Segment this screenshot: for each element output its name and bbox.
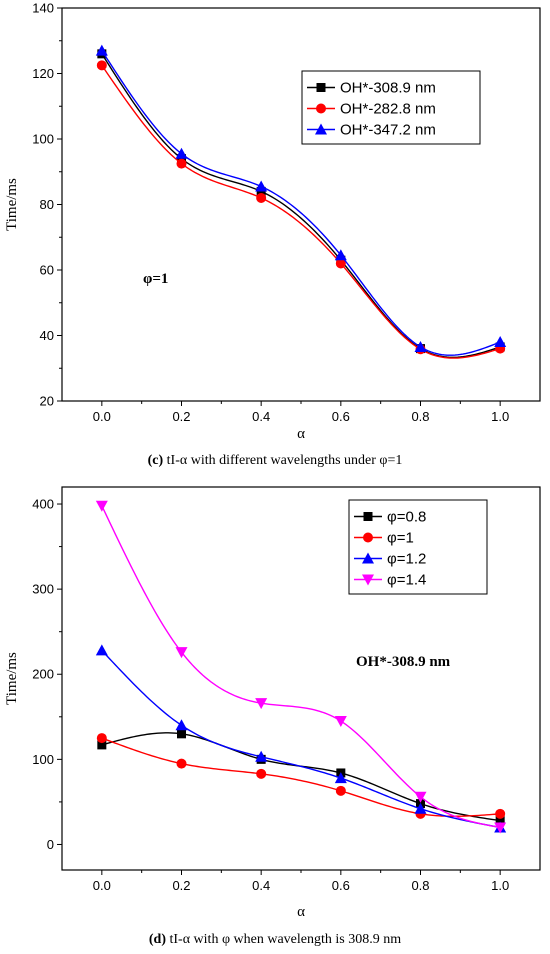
legend-marker xyxy=(363,512,373,521)
data-point xyxy=(97,740,107,750)
x-tick-label: 0.6 xyxy=(332,878,350,893)
data-point xyxy=(95,44,108,56)
chart-panel-d: 0.0 0.2 0.4 0.6 0.8 1.0 0 100 200 300 400 α Time/ms O… xyxy=(4,486,541,920)
data-point xyxy=(175,147,188,159)
data-point xyxy=(175,719,188,731)
data-point xyxy=(495,816,505,826)
series-line xyxy=(101,50,501,356)
x-tick-label: 0.0 xyxy=(93,878,111,893)
legend-marker xyxy=(362,552,374,564)
legend-marker xyxy=(316,83,326,92)
legend: OH*-308.9 nm OH*-282.8 nm OH*-347.2 nm xyxy=(301,70,481,145)
x-tick-label: 0.2 xyxy=(172,409,190,424)
data-point xyxy=(256,192,267,203)
data-point xyxy=(177,729,186,739)
data-point xyxy=(96,733,107,744)
x-tick-label: 0.6 xyxy=(332,409,350,424)
series-2 xyxy=(96,733,506,819)
series-2 xyxy=(96,60,506,359)
x-tick-label: 1.0 xyxy=(491,409,509,424)
data-point xyxy=(414,802,427,814)
data-point xyxy=(494,822,507,834)
caption-d: (d) tI-α with φ when wavelength is 308.9… xyxy=(0,932,550,948)
data-point xyxy=(334,716,347,728)
legend-label: φ=1.2 xyxy=(387,551,426,568)
data-point xyxy=(334,772,347,784)
y-tick-label: 400 xyxy=(32,497,54,512)
data-point xyxy=(95,500,108,512)
series-3 xyxy=(95,644,507,833)
caption-c: (c) tI-α with different wavelengths unde… xyxy=(0,453,550,469)
legend-label: φ=0.8 xyxy=(387,509,426,526)
legend-label: OH*-282.8 nm xyxy=(340,101,436,118)
caption-c-text: tI-α with different wavelengths under φ=… xyxy=(166,453,403,468)
data-point xyxy=(175,647,188,659)
chart-panel-c: 0.0 0.2 0.4 0.6 0.8 1.0 20 40 60 80 100 120 140 α Time… xyxy=(4,1,541,442)
legend-box xyxy=(301,70,481,145)
x-tick-label: 0.0 xyxy=(93,409,111,424)
y-tick-label: 80 xyxy=(40,197,54,212)
data-point xyxy=(495,808,506,819)
legend-marker xyxy=(316,103,326,114)
data-point xyxy=(176,758,187,769)
y-tick-label: 300 xyxy=(32,582,54,597)
data-point xyxy=(414,340,427,352)
data-point xyxy=(176,158,187,169)
plot-frame xyxy=(61,7,541,402)
series-line xyxy=(101,505,501,829)
chart-annotation: φ=1 xyxy=(143,271,168,287)
y-tick-label: 140 xyxy=(32,1,54,16)
y-tick-label: 100 xyxy=(32,132,54,147)
legend-marker xyxy=(315,123,327,135)
y-tick-label: 20 xyxy=(40,394,54,409)
series-3 xyxy=(95,44,507,356)
x-tick-label: 1.0 xyxy=(491,878,509,893)
x-axis-title: α xyxy=(297,904,305,920)
y-axis-title: Time/ms xyxy=(4,652,20,705)
caption-d-text: tI-α with φ when wavelength is 308.9 nm xyxy=(169,932,402,947)
y-tick-label: 40 xyxy=(40,328,54,343)
data-point xyxy=(414,791,427,803)
y-tick-label: 0 xyxy=(47,837,54,852)
y-axis-title: Time/ms xyxy=(4,178,20,231)
caption-d-tag: (d) xyxy=(148,932,166,947)
data-point xyxy=(95,644,108,656)
legend-marker xyxy=(363,532,373,543)
x-tick-label: 0.4 xyxy=(252,878,270,893)
series-line xyxy=(101,732,501,822)
legend-label: OH*-308.9 nm xyxy=(340,80,436,97)
legend-label: OH*-347.2 nm xyxy=(340,122,436,139)
legend-label: φ=1 xyxy=(387,530,414,547)
data-point xyxy=(255,180,268,192)
x-tick-label: 0.4 xyxy=(252,409,270,424)
data-point xyxy=(494,336,507,348)
y-tick-label: 100 xyxy=(32,752,54,767)
series-line xyxy=(101,737,501,817)
x-tick-label: 0.8 xyxy=(411,878,429,893)
x-tick-label: 0.2 xyxy=(172,878,190,893)
data-point xyxy=(256,768,267,779)
chart-annotation: OH*-308.9 nm xyxy=(356,654,451,670)
legend-marker xyxy=(362,574,374,586)
data-point xyxy=(96,60,107,71)
data-point xyxy=(255,750,268,762)
legend: φ=0.8 φ=1 φ=1.2 φ=1.4 xyxy=(348,499,488,595)
x-axis-title: α xyxy=(297,426,305,442)
legend-label: φ=1.4 xyxy=(387,572,426,589)
y-tick-label: 200 xyxy=(32,667,54,682)
x-tick-label: 0.8 xyxy=(411,409,429,424)
data-point xyxy=(335,258,346,269)
series-line xyxy=(101,649,501,829)
y-tick-label: 120 xyxy=(32,66,54,81)
data-point xyxy=(255,698,268,710)
caption-c-tag: (c) xyxy=(147,453,164,468)
data-point xyxy=(334,249,347,261)
series-4 xyxy=(95,500,507,834)
series-line xyxy=(101,64,501,359)
data-point xyxy=(335,785,346,796)
y-tick-label: 60 xyxy=(40,263,54,278)
